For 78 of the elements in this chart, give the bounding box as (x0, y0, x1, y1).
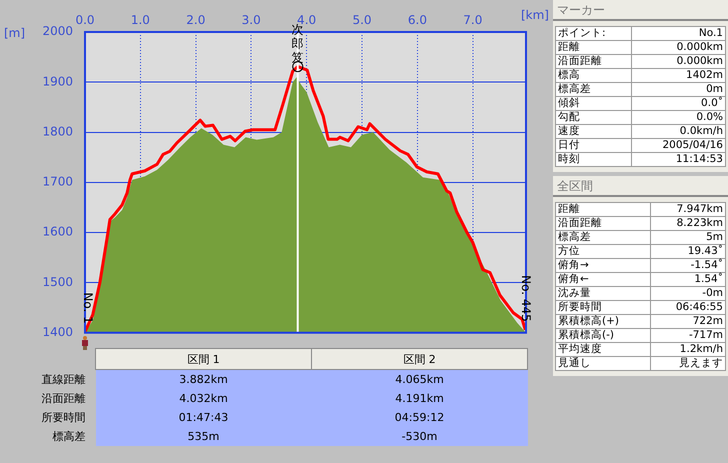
text: 沈み量 (556, 286, 650, 300)
text: 沿面距離 (556, 216, 650, 230)
text: 標高差 (556, 230, 650, 244)
y-tick-label: 1900 (42, 74, 73, 88)
y-tick-label: 1800 (42, 124, 73, 138)
text: 0.0km/h (631, 124, 726, 138)
text: 0.000km (631, 54, 726, 68)
y-tick-label: 1500 (42, 274, 73, 289)
text: 距離 (556, 202, 650, 216)
annotation: No. 1 (80, 292, 95, 324)
x-tick-label: 2.0 (186, 12, 206, 27)
text: 11:14:53 (631, 152, 726, 166)
text: 俯角→ (556, 258, 650, 272)
x-tick-label: 3.0 (242, 12, 261, 27)
text: 535m (96, 427, 312, 446)
text: 区間 2 (312, 348, 528, 370)
text: 直線距離 (40, 372, 86, 388)
text: 8.223km (650, 216, 726, 230)
text: 1402m (631, 68, 726, 82)
text: 区間 1 (96, 348, 312, 370)
text: 方位 (556, 244, 650, 258)
text: 所要時間 (40, 410, 86, 426)
text: -530m (312, 427, 528, 446)
text: 距離 (556, 40, 632, 54)
text: 19.43˚ (650, 244, 726, 258)
text: 見通し (556, 356, 650, 370)
text: 俯角← (556, 272, 650, 286)
text: 傾斜 (556, 96, 632, 110)
text: 01:47:43 (96, 408, 312, 427)
text: 5m (650, 230, 726, 244)
y-tick-label: 1600 (42, 224, 73, 239)
text: 累積標高(-) (556, 328, 650, 342)
text: 所要時間 (556, 300, 650, 314)
text: 3.882km (96, 370, 312, 389)
text: 06:46:55 (650, 300, 726, 314)
text: 標高差 (556, 82, 632, 96)
text: 722m (650, 314, 726, 328)
text: -1.54˚ (650, 258, 726, 272)
x-axis-title: [km] (520, 8, 549, 22)
text: 速度 (556, 124, 632, 138)
x-tick-label: 0.0 (75, 12, 95, 27)
y-tick-label: 2000 (42, 24, 73, 38)
y-tick-label: 1700 (42, 174, 73, 189)
text: 0.0˚ (631, 96, 726, 110)
text: 7.947km (650, 202, 726, 216)
text: 累積標高(+) (556, 314, 650, 328)
text: 時刻 (556, 152, 632, 166)
x-tick-label: 7.0 (463, 12, 482, 27)
text: 4.191km (312, 389, 528, 408)
text: 沿面距離 (556, 54, 632, 68)
text: 0m (631, 82, 726, 96)
text: -717m (650, 328, 726, 342)
text: 0.0% (631, 110, 726, 124)
text: 標高 (556, 68, 632, 82)
text: 1.2km/h (650, 342, 726, 356)
text: -0m (650, 286, 726, 300)
text: 勾配 (556, 110, 632, 124)
text: 見えます (650, 356, 726, 370)
text: 0.000km (631, 40, 726, 54)
text: 日付 (556, 138, 632, 152)
text: 沿面距離 (40, 391, 86, 407)
text: 4.032km (96, 389, 312, 408)
text: 4.065km (312, 370, 528, 389)
text: 1.54˚ (650, 272, 726, 286)
annotation: No. 445 (519, 275, 534, 322)
x-tick-label: 5.0 (352, 12, 372, 27)
y-tick-label: 1400 (42, 324, 73, 339)
text: 全区間 (553, 176, 728, 197)
text: 04:59:12 (312, 408, 528, 427)
y-axis-title: [m] (4, 26, 26, 40)
text: 平均速度 (556, 342, 650, 356)
text: 標高差 (52, 429, 86, 445)
x-tick-label: 1.0 (130, 12, 150, 27)
text: 2005/04/16 (631, 138, 726, 152)
text: マーカー (553, 0, 728, 21)
text: ポイント: (556, 26, 632, 40)
x-tick-label: 6.0 (408, 12, 427, 27)
text: No.1 (631, 26, 726, 40)
